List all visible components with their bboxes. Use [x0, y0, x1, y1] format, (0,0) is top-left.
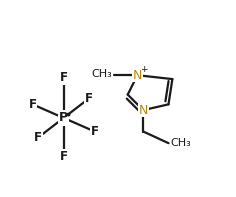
Text: N: N [133, 69, 142, 82]
Text: F: F [34, 131, 42, 144]
Text: F: F [29, 98, 37, 111]
Text: F: F [91, 125, 99, 138]
Text: F: F [85, 92, 93, 105]
Text: F: F [60, 150, 68, 163]
Text: CH₃: CH₃ [91, 69, 112, 79]
Text: N: N [139, 104, 148, 117]
Text: CH₃: CH₃ [170, 138, 191, 148]
Text: +: + [140, 65, 148, 74]
Text: P: P [59, 112, 68, 125]
Text: F: F [60, 71, 68, 84]
